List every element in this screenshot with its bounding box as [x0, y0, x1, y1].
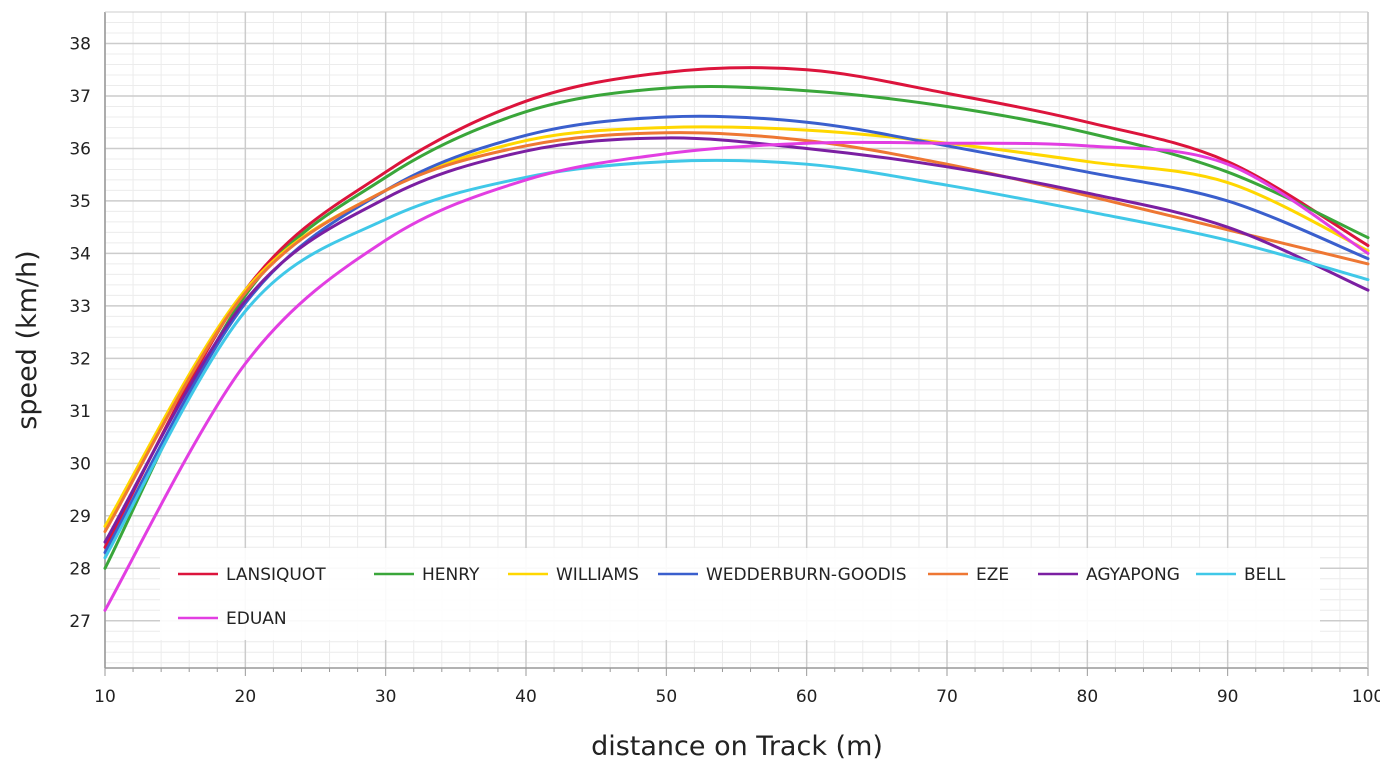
- x-tick-label: 70: [936, 687, 958, 707]
- series-line-lansiquot: [103, 66, 1370, 549]
- series-line-bell: [103, 158, 1370, 560]
- y-tick-label: 38: [69, 34, 91, 54]
- x-tick-label: 100: [1352, 687, 1380, 707]
- series-line-wedderburn-goodis: [103, 114, 1370, 555]
- x-tick-label: 80: [1077, 687, 1099, 707]
- y-axis-title: speed (km/h): [12, 250, 43, 429]
- y-tick-label: 37: [69, 87, 91, 107]
- x-tick-label: 90: [1217, 687, 1239, 707]
- tick-labels: 10 20 30 40 50 60 70 80 90 100 27 28 29 30 31 32 33 34 35 3…: [69, 34, 1380, 707]
- x-tick-label: 50: [656, 687, 678, 707]
- y-tick-label: 27: [69, 612, 91, 632]
- legend: LANSIQUOT HENRY WILLIAMS WEDDERBURN-GOODIS E…: [160, 548, 1320, 640]
- y-tick-label: 36: [69, 139, 91, 159]
- legend-label-henry: HENRY: [422, 565, 480, 585]
- legend-label-bell: BELL: [1244, 565, 1286, 585]
- x-tick-label: 10: [94, 687, 116, 707]
- series-line-agyapong: [103, 136, 1370, 544]
- legend-label-wedderburn-goodis: WEDDERBURN-GOODIS: [706, 565, 907, 585]
- series-line-eduan: [103, 140, 1370, 612]
- x-axis-title: distance on Track (m): [591, 731, 883, 760]
- x-tick-label: 30: [375, 687, 397, 707]
- legend-label-lansiquot: LANSIQUOT: [226, 565, 326, 585]
- y-tick-label: 28: [69, 559, 91, 579]
- x-tick-label: 40: [515, 687, 537, 707]
- y-tick-label: 30: [69, 454, 91, 474]
- y-tick-label: 32: [69, 349, 91, 369]
- series-line-eze: [103, 131, 1370, 534]
- legend-label-eduan: EDUAN: [226, 609, 287, 629]
- legend-label-agyapong: AGYAPONG: [1086, 565, 1180, 585]
- legend-label-eze: EZE: [976, 565, 1009, 585]
- y-tick-label: 33: [69, 297, 91, 317]
- legend-background: [160, 548, 1320, 640]
- x-tick-label: 20: [235, 687, 257, 707]
- x-tick-label: 60: [796, 687, 818, 707]
- y-tick-label: 29: [69, 507, 91, 527]
- legend-label-williams: WILLIAMS: [556, 565, 639, 585]
- y-tick-label: 35: [69, 192, 91, 212]
- y-tick-label: 31: [69, 402, 91, 422]
- series-lines: [103, 66, 1370, 612]
- y-tick-label: 34: [69, 244, 91, 264]
